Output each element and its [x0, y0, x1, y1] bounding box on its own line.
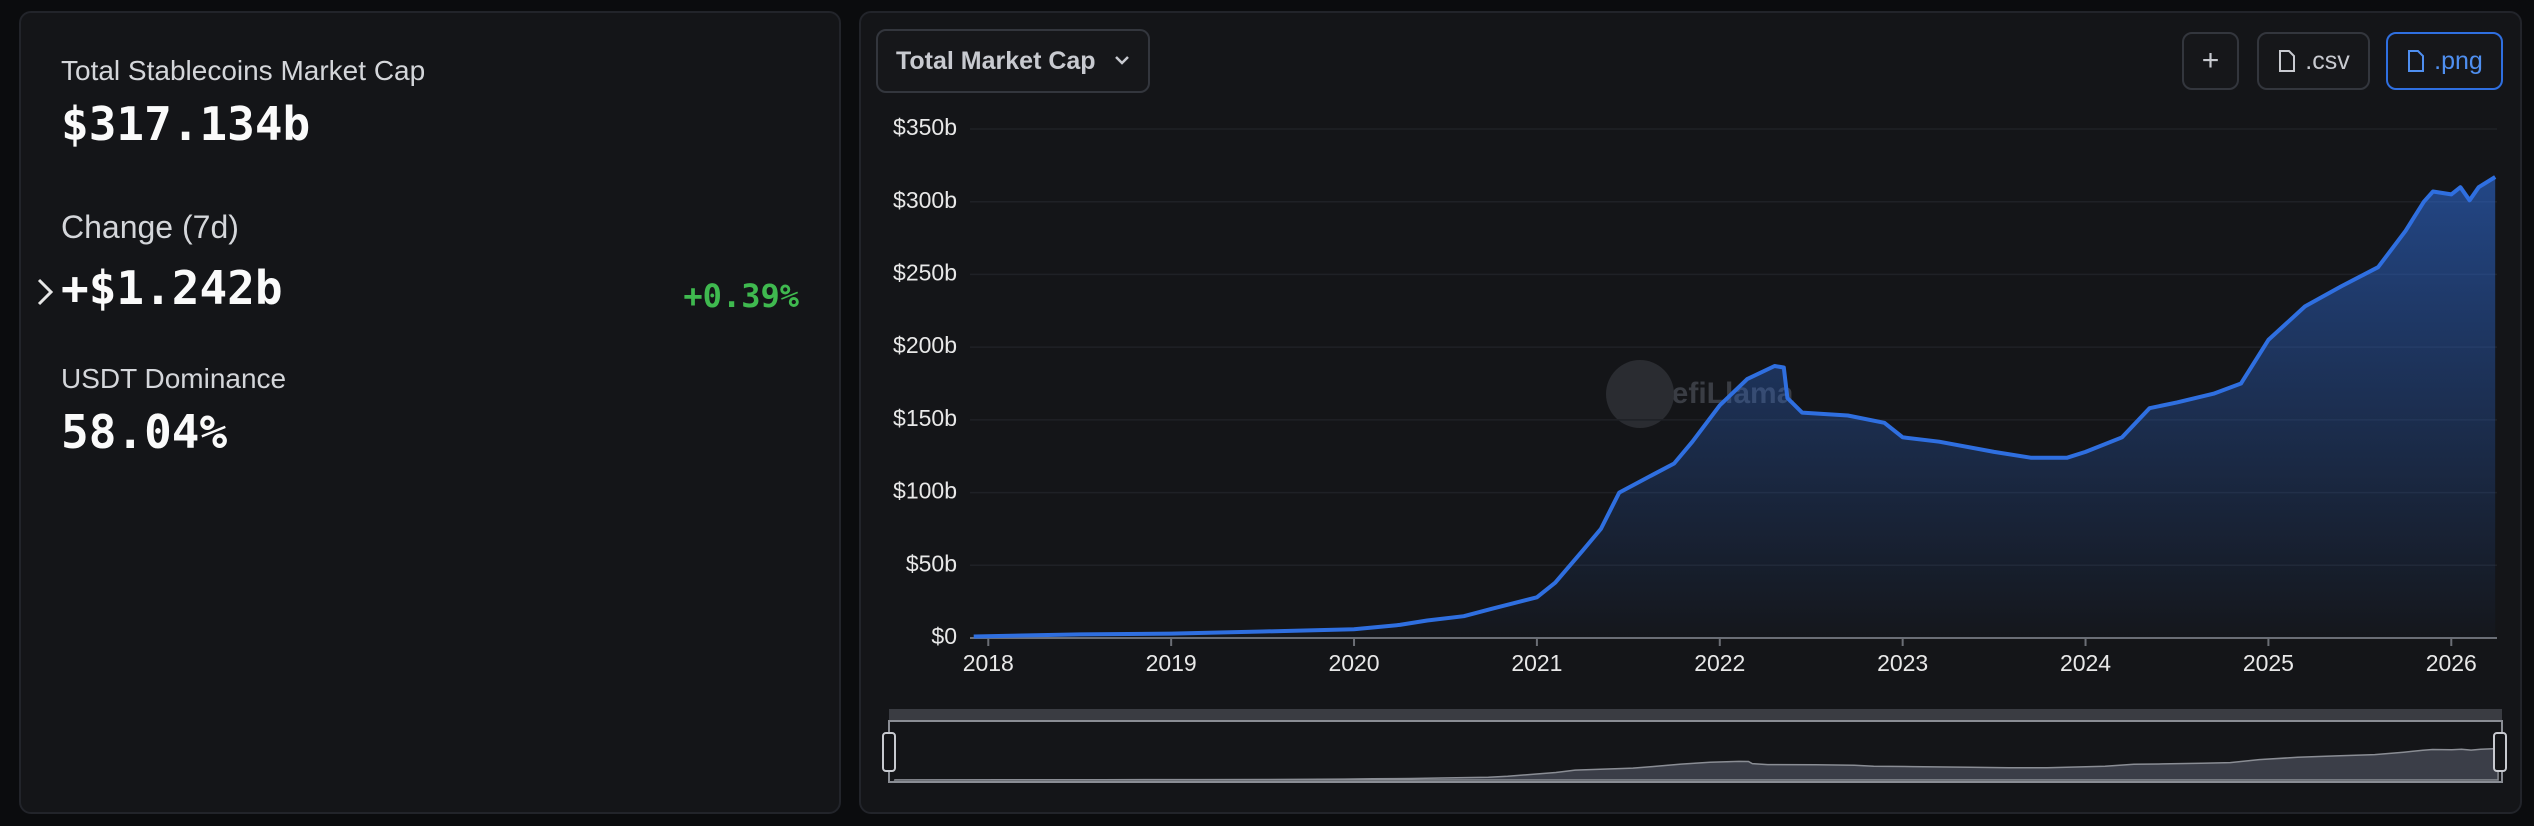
file-icon: [2408, 50, 2425, 72]
x-tick-label: 2020: [1328, 650, 1379, 676]
png-button[interactable]: .png: [2386, 32, 2503, 90]
stat-value: 58.04%: [61, 405, 228, 459]
stat-value: $317.134b: [61, 97, 311, 151]
y-tick-label: $250b: [893, 260, 957, 286]
metric-dropdown[interactable]: Total Market Cap: [876, 29, 1150, 93]
x-tick-label: 2021: [1511, 650, 1562, 676]
file-icon: [2279, 50, 2296, 72]
x-tick-label: 2022: [1694, 650, 1745, 676]
png-label: .png: [2434, 46, 2483, 75]
change-percent: +0.39%: [683, 277, 799, 315]
csv-button[interactable]: .csv: [2257, 32, 2370, 90]
x-tick-label: 2019: [1146, 650, 1197, 676]
area-line: [973, 175, 2497, 639]
minimap-bar[interactable]: [889, 709, 2502, 721]
minimap-handle-right[interactable]: [2493, 732, 2507, 772]
expand-chevron[interactable]: [31, 275, 61, 309]
y-tick-label: $0: [931, 623, 957, 649]
add-button[interactable]: +: [2182, 32, 2239, 90]
csv-label: .csv: [2305, 46, 2350, 75]
watermark-logo: [1606, 360, 1674, 428]
stat-label: Change (7d): [61, 209, 239, 245]
dropdown-caret: [1115, 56, 1129, 65]
area-fill: [973, 177, 2496, 638]
x-tick-label: 2026: [2426, 650, 2477, 676]
minimap-area: [893, 747, 2499, 781]
stat-label: Total Stablecoins Market Cap: [61, 55, 426, 86]
stat-value: +$1.242b: [61, 261, 283, 315]
y-tick-label: $350b: [893, 114, 957, 140]
y-tick-label: $100b: [893, 478, 957, 504]
summary-panel: Total Stablecoins Market Cap $317.134b C…: [19, 11, 841, 814]
x-tick-label: 2023: [1877, 650, 1928, 676]
stat-label: USDT Dominance: [61, 363, 287, 394]
x-tick-label: 2018: [963, 650, 1014, 676]
y-tick-label: $300b: [893, 187, 957, 213]
y-tick-label: $200b: [893, 332, 957, 358]
x-tick-label: 2025: [2243, 650, 2294, 676]
x-tick-label: 2024: [2060, 650, 2111, 676]
dropdown-label: Total Market Cap: [896, 46, 1096, 75]
y-tick-label: $150b: [893, 405, 957, 431]
y-tick-label: $50b: [906, 550, 957, 576]
minimap-handle-left[interactable]: [882, 732, 896, 772]
add-label: +: [2201, 44, 2220, 77]
